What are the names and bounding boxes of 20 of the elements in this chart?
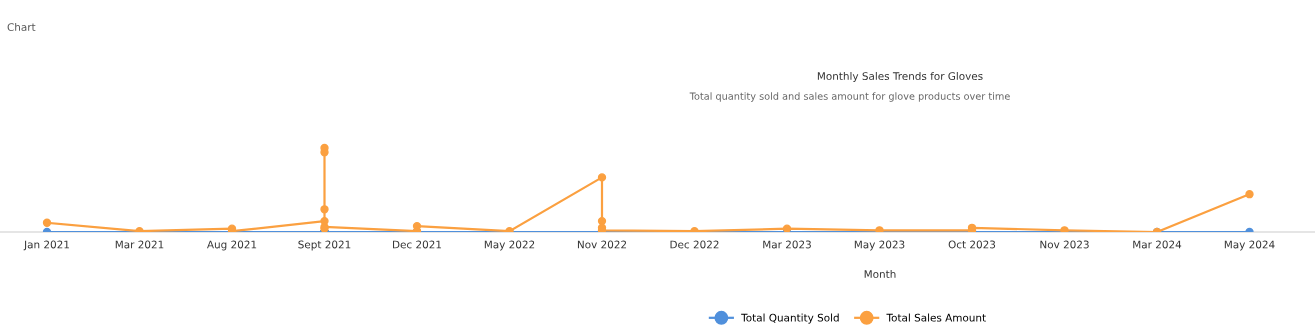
x-tick-label: Dec 2022 [670, 240, 719, 249]
x-tick-label: Mar 2021 [115, 240, 164, 249]
x-tick-label: May 2024 [1224, 240, 1275, 251]
x-tick-label: Sept 2021 [298, 240, 351, 251]
chart-title: Monthly Sales Trends for Gloves [817, 71, 983, 83]
x-tick-label: Mar 2023 [763, 240, 811, 249]
x-tick-label: Jan 2021 [23, 240, 69, 251]
legend-label: Total Sales Amount [886, 313, 986, 322]
chart-subtitle: Total quantity sold and sales amount for glove products over time [689, 92, 1010, 102]
text: Chart [7, 22, 36, 32]
x-axis-title: Month [864, 269, 896, 279]
x-tick-label: May 2023 [854, 240, 905, 251]
x-tick-label: Nov 2023 [1040, 240, 1089, 249]
x-tick-label: Mar 2024 [1133, 240, 1182, 249]
x-tick-label: Aug 2021 [207, 240, 257, 251]
x-tick-label: Dec 2021 [393, 240, 442, 249]
legend-label: Total Quantity Sold [741, 313, 839, 324]
x-tick-label: May 2022 [484, 240, 535, 251]
x-tick-label: Nov 2022 [577, 240, 627, 249]
x-tick-label: Oct 2023 [948, 240, 996, 249]
